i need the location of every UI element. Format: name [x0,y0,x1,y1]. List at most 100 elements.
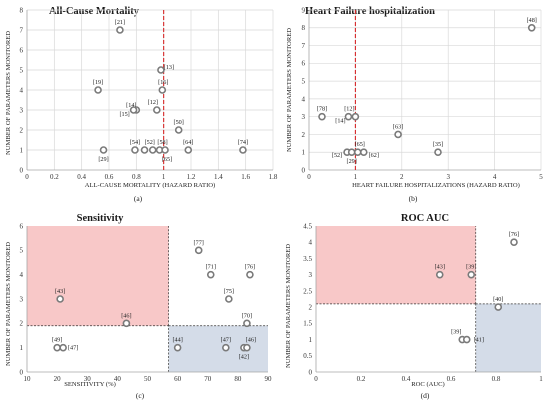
panel-c-point-label-12: [46] [246,337,256,344]
panel-d-xtick-0: 0 [314,375,318,383]
panel-c-xtick-2: 30 [84,375,92,383]
panel-c-ytick-3: 3 [20,295,24,303]
panel-a-point-label-12: [58] [157,139,167,146]
panel-c-caption: (c) [136,391,145,400]
panel-a-point-1 [94,86,102,94]
panel-c-point-9 [173,343,182,352]
panel-a-xtick-2: 0.4 [77,173,86,181]
panel-c-point-label-2: [76] [245,264,255,271]
panel-c-point-label-6: [70] [242,312,252,319]
panel-b-ytick-8: 8 [302,24,306,32]
panel-a-point-5 [129,106,138,114]
panel-c-ytick-1: 1 [20,344,24,352]
panel-c-xtick-6: 70 [204,375,212,383]
panel-d-title: ROC AUC [401,213,449,224]
panel-c-ytick-6: 6 [20,222,24,230]
panel-c-xtick-5: 60 [174,375,182,383]
panel-d-ytick-9: 4.5 [303,222,312,230]
panel-d-point-2 [467,270,476,279]
panel-b-point-label-2: [12] [344,106,354,113]
panel-c-title: Sensitivity [77,213,124,224]
panel-c-point-label-8: [47] [68,345,78,352]
panel-c-xtick-0: 10 [24,375,32,383]
panel-a-point-7 [174,126,183,134]
panel-b-point-8 [353,148,362,157]
panel-a-point-label-13: [65] [162,156,172,163]
panel-a-ytick-2: 2 [20,126,24,134]
panel-a-xtick-7: 1.4 [214,173,223,181]
panel-d-xlabel: ROC (AUC) [411,381,445,388]
panel-d-point-0 [510,238,518,247]
panel-c-point-label-5: [46] [121,312,131,319]
panel-d-ytick-7: 3.5 [303,255,312,263]
panel-c-xtick-7: 80 [234,375,242,383]
panel-c-point-label-0: [77] [194,239,204,246]
panel-d-xtick-4: 0.8 [492,375,501,383]
panel-b-point-label-9: [62] [369,152,379,159]
panel-c-point-label-1: [71] [206,264,216,271]
panel-d-point-3 [494,303,503,311]
panel-a-ytick-6: 6 [20,46,24,54]
panel-b-ytick-3: 3 [302,113,306,121]
panel-a-point-15 [239,146,247,154]
panel-b-ytick-1: 1 [302,149,306,157]
panel-c-point-label-9: [44] [172,337,182,344]
panel-a-ytick-1: 1 [20,146,24,154]
panel-a-point-label-9: [54] [130,139,140,146]
panel-a-point-2 [157,66,165,74]
panel-d-point-5 [462,335,471,344]
panel-c-plot: 0 1 2 3 4 5 6 10 20 30 40 50 60 70 80 90 [77] [71] [76] [75… [20,222,273,383]
panel-d-xtick-1: 0.2 [357,375,366,383]
panel-a-point-label-5: [15] [119,111,129,118]
panel-c-point-label-11: [42] [239,354,249,361]
panel-b-point-label-1: [78] [317,106,327,113]
panel-d-point-label-0: [76] [509,231,519,238]
panel-b-ytick-6: 6 [302,60,306,68]
panel-c-ytick-5: 5 [20,247,24,255]
panel-d-caption: (d) [421,391,430,400]
panel-c-region-1 [168,325,268,372]
panel-a-plot: 0 1 2 3 4 5 6 7 8 0 0.2 0.4 0.6 0.8 1 1.2 1.4 1.6 1.8 [21] [… [20,6,278,181]
panel-a-ytick-3: 3 [20,106,24,114]
panel-d-xtick-2: 0.4 [402,375,411,383]
panel-a-ytick-7: 7 [20,26,24,34]
panel-a-ytick-8: 8 [20,6,24,14]
panel-b-xtick-4: 4 [493,173,497,181]
panel-a-xtick-6: 1.2 [187,173,196,181]
panel-d-ytick-3: 1.5 [303,320,312,328]
panel-a-point-10 [140,146,149,154]
panel-a-point-label-8: [29] [98,156,108,163]
panel-b-point-3 [344,112,353,121]
panel-c-point-2 [246,270,254,279]
panel-b-point-9 [359,148,368,157]
panel-b-point-label-6: [52] [332,152,342,159]
panel-c-point-6 [243,319,251,328]
panel-d-xtick-3: 0.6 [447,375,456,383]
panel-c-point-5 [122,319,131,328]
panel-a-xtick-8: 1.6 [241,173,250,181]
panel-c-point-10 [222,343,230,352]
panel-b-caption: (b) [409,194,418,203]
panel-a-point-label-2: [13] [164,64,174,71]
panel-d: ROC AUC 0 0.5 1 1.5 2 2.5 3 3.5 4 4.5 0 0.2 0.4 0.6 0.… [285,213,543,400]
panel-c-point-1 [206,270,215,279]
panel-d-ytick-5: 2.5 [303,287,312,295]
panel-c-point-8 [59,343,67,352]
panel-a-point-label-6: [12] [148,99,158,106]
panel-a-point-label-3: [16] [158,79,168,86]
panel-d-ylabel: NUMBER OF PARAMETERS MONITORED [285,244,292,368]
panel-d-ytick-8: 4 [309,239,313,247]
panel-a-point-3 [158,86,167,94]
panel-b-ytick-2: 2 [302,131,306,139]
panel-b-plot: 0 1 2 3 4 5 6 7 8 9 0 1 2 3 4 5 [48] [78] [12] [14] [63] [35]… [302,6,544,181]
panel-a-point-label-11: [52] [145,139,155,146]
panel-a-xtick-9: 1.8 [269,173,278,181]
panel-d-region-0 [316,226,476,304]
panel-d-point-1 [435,270,444,279]
panel-d-region-1 [475,303,541,372]
panel-b-ylabel: NUMBER OF PARAMETERS MONITORED [286,28,293,152]
panel-c-xtick-1: 20 [54,375,62,383]
panel-b-point-label-0: [48] [527,17,537,24]
panel-a-point-9 [131,146,139,154]
